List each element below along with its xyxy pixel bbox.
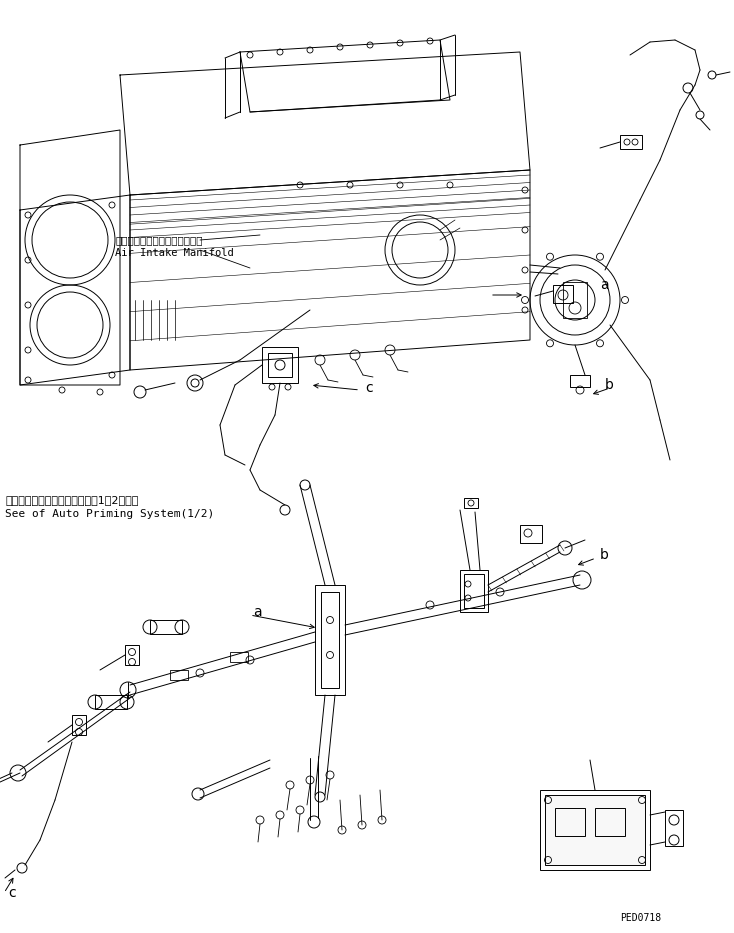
Bar (540, 790, 650, 870)
Bar (620, 135, 642, 149)
Bar (563, 282, 587, 318)
Bar (665, 810, 683, 846)
Text: a: a (253, 605, 261, 619)
Bar (464, 574, 484, 608)
Text: b: b (605, 378, 614, 392)
Text: オートプライミングシステム（1／2）参図: オートプライミングシステム（1／2）参図 (5, 495, 139, 505)
Bar (555, 808, 585, 836)
Text: See of Auto Priming System(1/2): See of Auto Priming System(1/2) (5, 509, 214, 519)
Bar (545, 795, 645, 865)
Bar (315, 585, 345, 695)
Bar (230, 652, 248, 662)
Text: c: c (8, 886, 15, 900)
Bar (72, 715, 86, 735)
Bar (170, 670, 188, 680)
Bar (262, 347, 298, 383)
Bar (95, 695, 127, 709)
Text: a: a (600, 278, 608, 292)
Bar (570, 375, 590, 387)
Text: c: c (365, 381, 373, 395)
Text: Air Intake Manifold: Air Intake Manifold (115, 248, 233, 258)
Bar (464, 498, 478, 508)
Bar (321, 592, 339, 688)
Text: b: b (600, 548, 609, 562)
Bar (595, 808, 625, 836)
Bar (553, 285, 573, 303)
Text: PED0718: PED0718 (620, 913, 661, 923)
Bar (460, 570, 488, 612)
Bar (150, 620, 182, 634)
Bar (125, 645, 139, 665)
Bar (268, 353, 292, 377)
Text: エアーインテークマニホールド: エアーインテークマニホールド (115, 235, 203, 245)
Bar (520, 525, 542, 543)
